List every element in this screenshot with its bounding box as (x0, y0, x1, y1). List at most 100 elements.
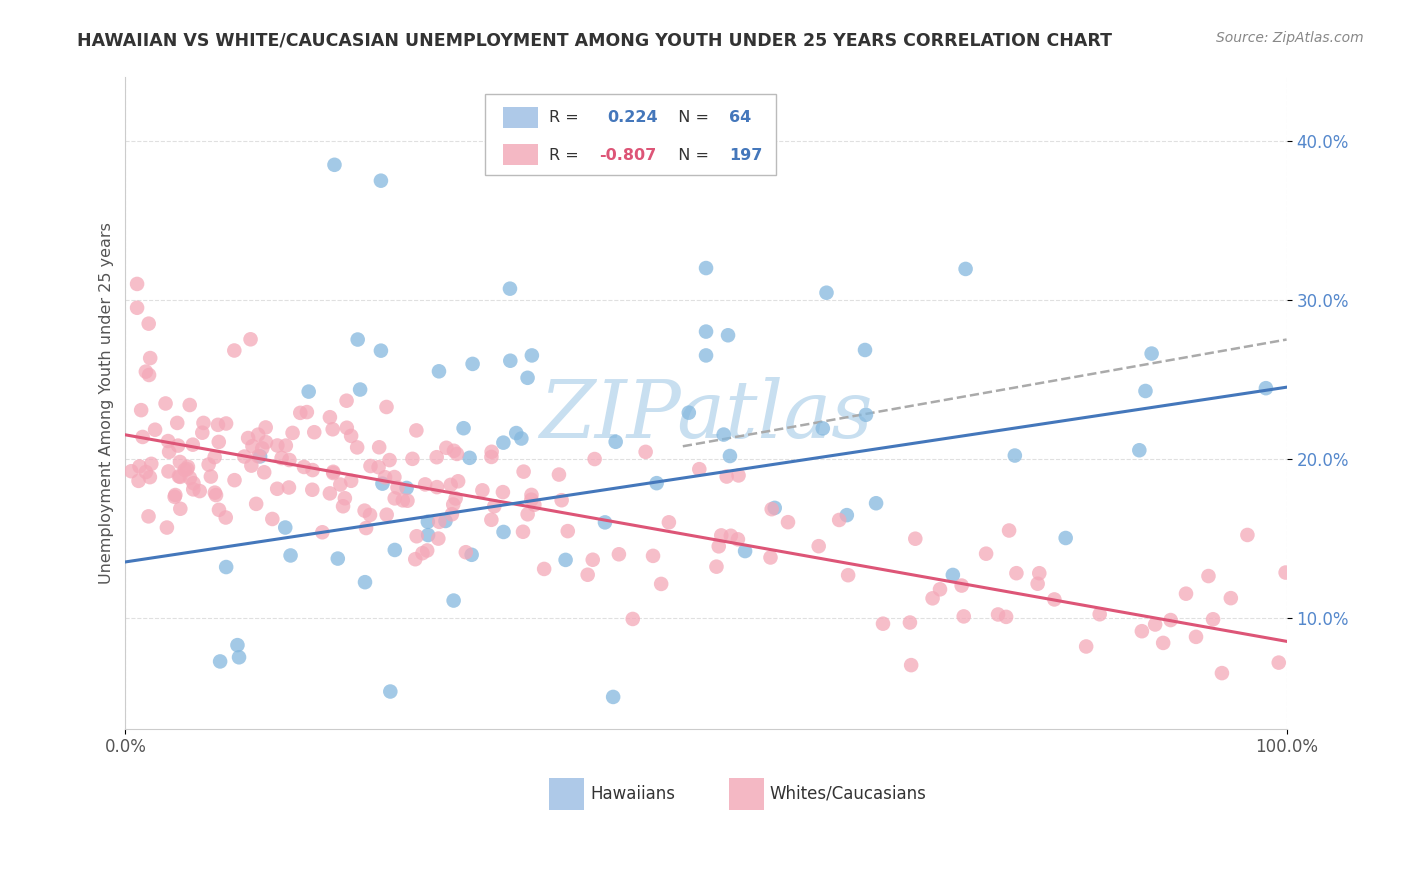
Point (252, 442, 274, 456)
Point (340, 474, 363, 488)
Point (155, 396, 177, 410)
Point (717, 328, 740, 343)
Point (650, 577, 672, 591)
Point (278, 453, 301, 467)
Point (427, 532, 450, 546)
Point (139, 351, 162, 365)
Point (200, 469, 222, 483)
Point (987, 607, 1010, 622)
Point (921, 591, 943, 606)
Point (188, 484, 211, 499)
Point (1202, 612, 1225, 626)
Point (898, 615, 921, 630)
Point (384, 543, 406, 558)
Point (426, 480, 449, 494)
Text: Source: ZipAtlas.com: Source: ZipAtlas.com (1216, 31, 1364, 45)
Point (396, 493, 419, 508)
Point (274, 439, 297, 453)
Point (387, 481, 409, 495)
Point (512, 465, 534, 479)
Point (247, 427, 270, 442)
Point (492, 435, 515, 450)
Point (955, 261, 977, 276)
Point (177, 459, 200, 474)
Point (143, 423, 166, 437)
Point (605, 434, 627, 449)
Point (434, 441, 457, 455)
Point (1076, 640, 1098, 654)
Point (815, 285, 838, 300)
Bar (550, 778, 583, 810)
Point (706, 559, 728, 574)
Point (128, 474, 150, 488)
Point (548, 467, 571, 482)
Bar (503, 145, 537, 165)
Point (375, 400, 398, 414)
Point (607, 547, 630, 561)
Point (1160, 613, 1182, 627)
Point (645, 476, 668, 491)
Point (125, 301, 148, 315)
Point (215, 510, 238, 524)
Point (471, 483, 494, 498)
Point (695, 325, 717, 339)
Point (375, 508, 398, 522)
Point (1140, 346, 1163, 360)
Point (952, 609, 974, 624)
Point (1005, 566, 1028, 581)
Point (641, 549, 664, 563)
Point (1144, 617, 1167, 632)
Point (811, 421, 834, 435)
Point (593, 516, 616, 530)
Point (247, 450, 270, 464)
Point (169, 501, 191, 516)
Point (245, 497, 267, 511)
Point (129, 403, 152, 417)
Point (141, 457, 163, 471)
Point (720, 529, 742, 543)
Point (226, 638, 249, 652)
Point (319, 410, 342, 425)
Point (1236, 528, 1258, 542)
Point (520, 488, 543, 502)
Point (807, 539, 830, 553)
Point (405, 529, 427, 543)
Point (716, 469, 738, 483)
Point (239, 332, 262, 346)
Point (621, 612, 644, 626)
Text: Hawaiians: Hawaiians (591, 785, 675, 803)
Point (900, 658, 922, 673)
Point (346, 441, 368, 455)
Point (695, 261, 717, 276)
Point (359, 458, 381, 473)
Point (401, 451, 423, 466)
Point (138, 509, 160, 524)
Point (505, 425, 527, 440)
Point (181, 437, 204, 451)
Point (359, 508, 381, 522)
Point (427, 364, 450, 378)
Point (166, 416, 188, 430)
FancyBboxPatch shape (485, 94, 776, 175)
Point (120, 464, 142, 478)
Point (1135, 384, 1157, 398)
Point (1185, 630, 1208, 644)
Point (274, 520, 297, 534)
Point (173, 463, 195, 477)
Point (262, 512, 284, 526)
Point (270, 450, 292, 465)
Point (233, 450, 256, 464)
Point (333, 491, 356, 506)
Point (499, 282, 522, 296)
Point (904, 532, 927, 546)
Point (165, 488, 187, 502)
Point (1130, 624, 1153, 639)
Point (125, 277, 148, 291)
Point (634, 445, 657, 459)
Point (319, 486, 342, 500)
Point (510, 432, 533, 446)
Point (1211, 666, 1233, 681)
Point (835, 508, 858, 523)
Point (253, 465, 276, 479)
Point (447, 475, 470, 489)
